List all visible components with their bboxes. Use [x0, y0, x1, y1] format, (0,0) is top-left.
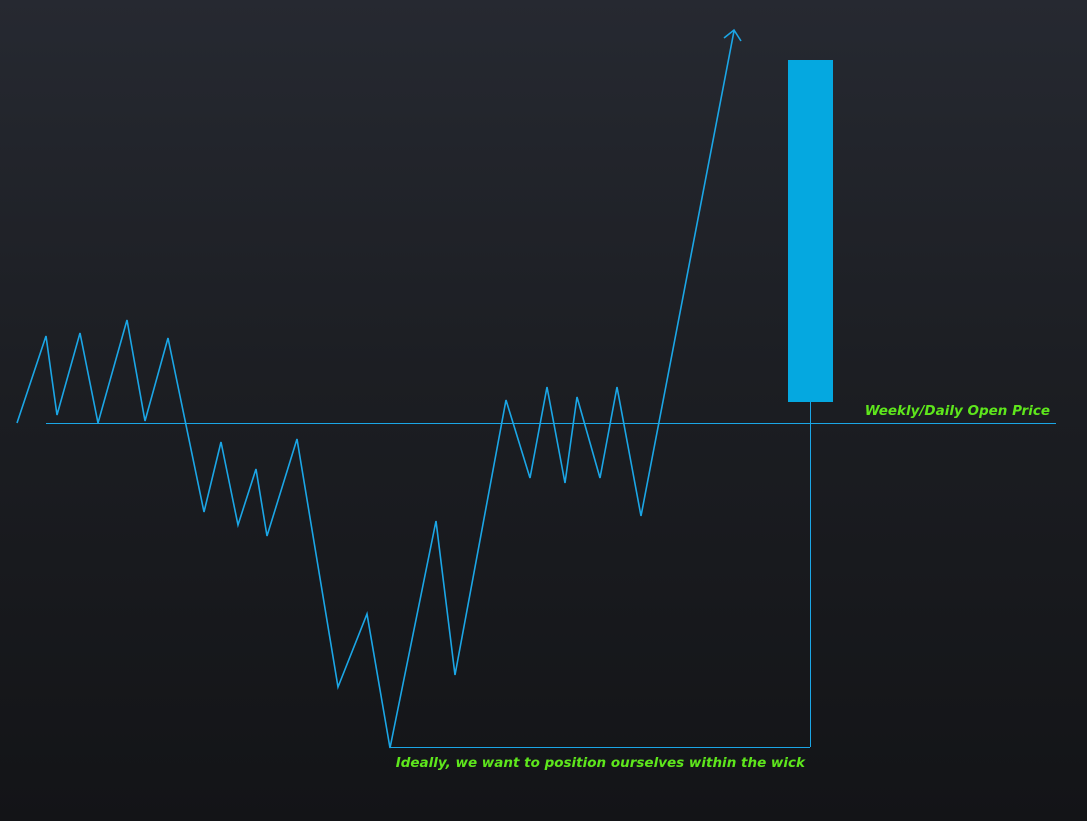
candle-body — [788, 60, 833, 402]
open-price-label: Weekly/Daily Open Price — [865, 403, 1050, 419]
wick-note: Ideally, we want to position ourselves w… — [396, 755, 806, 771]
price-path — [16, 30, 735, 749]
arrow-head-icon — [723, 28, 742, 42]
